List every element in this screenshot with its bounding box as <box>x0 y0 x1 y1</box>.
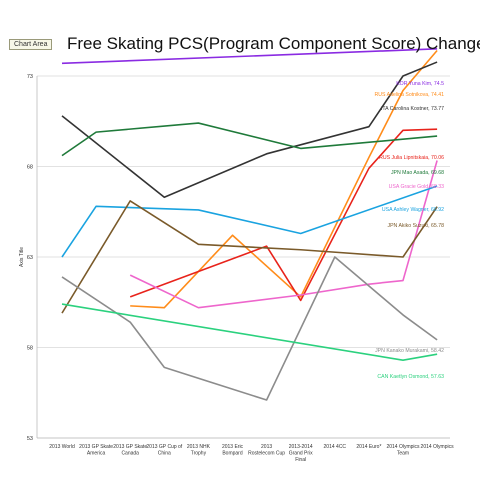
y-tick-label: 58 <box>27 346 33 352</box>
series-end-label: CAN Kaetlyn Osmond, 57.63 <box>377 374 444 380</box>
series-line <box>61 200 438 314</box>
series-line <box>130 49 438 309</box>
x-tick-label: 2013 GP Cup of China <box>146 444 182 457</box>
y-tick-label: 63 <box>27 255 33 261</box>
series-line <box>129 128 438 302</box>
chart-title: Free Skating PCS(Program Component Score… <box>67 34 480 53</box>
series-end-label: JPN Kanako Murakami, 58.42 <box>375 348 444 354</box>
series-end-label: USA Ashley Wagner, 66.92 <box>382 207 444 213</box>
series-end-label: ITA Carolina Kostner, 73.77 <box>381 106 444 112</box>
y-tick-label: 68 <box>27 165 33 171</box>
x-tick-label: 2014 4CC <box>324 444 347 450</box>
series-line <box>61 256 438 401</box>
x-tick-label: 2013 World <box>49 444 75 450</box>
x-tick-label: 2013 NHK Trophy <box>187 444 211 457</box>
series-end-label: KOR Yuna Kim, 74.5 <box>396 81 444 87</box>
x-tick-label: 2013-2014 Grand Prix Final <box>289 444 313 463</box>
x-tick-label: 2014 Olympics <box>421 444 455 450</box>
x-tick-label: 2013 Rostelecom Cup <box>248 444 285 457</box>
series-line <box>61 61 438 199</box>
x-tick-label: 2013 GP Skate America <box>79 444 113 457</box>
series-end-label: RUS Julia Lipnitskaia, 70.06 <box>379 155 444 161</box>
y-axis-title: Axis Title <box>19 247 25 267</box>
series-line <box>61 185 438 258</box>
series-end-label: USA Gracie Gold, 68.33 <box>389 184 444 190</box>
series-end-label: JPN Mao Asada, 69.68 <box>391 170 444 176</box>
y-tick-label: 53 <box>27 436 33 442</box>
series-line <box>61 303 438 361</box>
series-line <box>61 48 438 65</box>
x-tick-label: 2013 Eric Bompard <box>222 444 244 457</box>
x-tick-label: 2014 Olympics Team <box>386 444 420 457</box>
x-tick-label: 2014 Euro* <box>356 444 381 450</box>
series-line <box>129 160 438 309</box>
series-end-label: RUS Adelina Sotnikova, 74.41 <box>375 92 445 98</box>
x-tick-label: 2013 GP Skate Canada <box>113 444 147 457</box>
y-tick-label: 73 <box>27 74 33 80</box>
series-end-label: JPN Akiko Suzuki, 65.78 <box>387 223 444 229</box>
chart-area-tag[interactable]: Chart Area <box>9 39 53 50</box>
series-line <box>61 122 438 157</box>
